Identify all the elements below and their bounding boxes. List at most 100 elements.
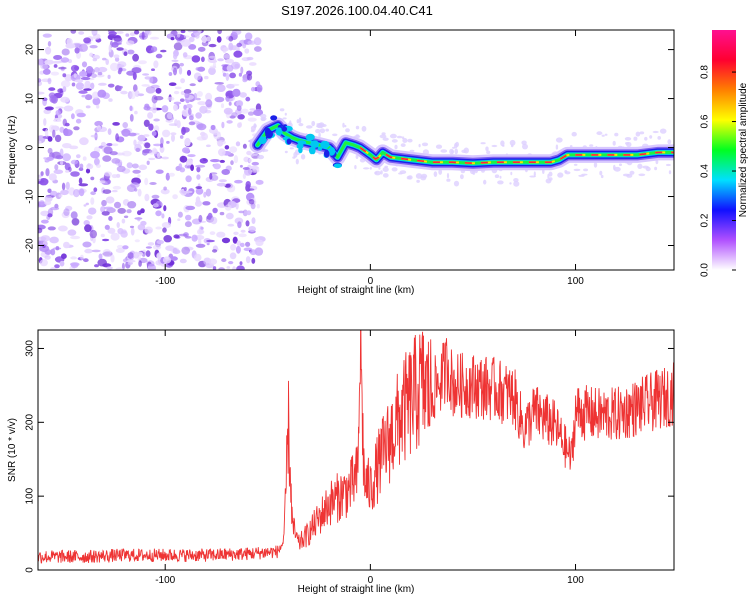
noise-blob: [160, 143, 164, 148]
noise-blob: [217, 30, 222, 35]
noise-blob: [38, 236, 47, 241]
noise-blob: [50, 267, 57, 270]
noise-blob: [153, 60, 159, 69]
noise-blob: [58, 66, 67, 70]
noise-blob: [624, 137, 632, 141]
noise-blob: [216, 182, 227, 187]
noise-blob: [126, 162, 133, 169]
noise-blob: [144, 30, 150, 35]
noise-blob: [106, 266, 113, 270]
noise-blob: [217, 141, 224, 147]
colorbar-tick-label: 0.4: [700, 164, 711, 178]
noise-blob: [74, 79, 84, 83]
noise-blob: [205, 99, 213, 108]
noise-blob: [250, 86, 256, 92]
noise-blob: [144, 177, 149, 186]
noise-blob: [289, 120, 292, 126]
noise-blob: [225, 72, 230, 81]
noise-blob: [256, 84, 263, 93]
noise-blob: [355, 134, 359, 137]
noise-blob: [143, 134, 150, 137]
noise-blob: [233, 155, 239, 164]
noise-blob: [151, 95, 158, 104]
noise-blob: [454, 148, 459, 155]
noise-blob: [639, 131, 645, 135]
noise-blob: [256, 237, 260, 243]
noise-blob: [59, 126, 65, 133]
noise-blob: [61, 48, 70, 56]
noise-blob: [216, 36, 222, 43]
noise-blob: [121, 229, 127, 234]
noise-blob: [78, 90, 88, 94]
noise-blob: [156, 240, 164, 245]
noise-blob: [90, 176, 95, 181]
noise-blob: [39, 244, 50, 253]
noise-blob: [638, 173, 646, 177]
noise-blob: [59, 260, 65, 267]
noise-blob: [137, 224, 146, 231]
noise-blob: [107, 227, 116, 234]
noise-blob: [173, 101, 182, 105]
noise-blob: [90, 151, 100, 159]
noise-blob: [80, 254, 84, 260]
noise-blob: [109, 151, 118, 156]
noise-blob: [596, 131, 603, 136]
noise-blob: [155, 53, 163, 59]
noise-blob: [189, 83, 196, 87]
noise-blob: [178, 233, 188, 237]
noise-blob: [90, 134, 99, 138]
y-tick-label: 0: [25, 567, 36, 573]
y-tick-label: -20: [25, 238, 36, 253]
noise-blob: [222, 47, 229, 52]
noise-blob: [644, 136, 648, 141]
noise-blob: [125, 33, 130, 37]
noise-blob: [78, 188, 85, 197]
noise-blob: [70, 171, 80, 177]
noise-blob: [298, 117, 302, 124]
noise-blob: [193, 72, 202, 81]
x-tick-label: 0: [368, 575, 374, 586]
noise-blob: [160, 137, 164, 146]
noise-blob: [116, 244, 124, 249]
noise-blob: [65, 170, 70, 173]
noise-blob: [446, 178, 451, 182]
noise-blob: [188, 44, 197, 50]
noise-blob: [238, 210, 245, 214]
noise-blob: [242, 209, 248, 217]
noise-blob: [63, 129, 73, 137]
noise-blob: [242, 173, 246, 180]
noise-blob: [188, 107, 192, 116]
noise-blob: [564, 171, 571, 175]
noise-blob: [38, 178, 49, 186]
noise-blob: [86, 163, 94, 170]
noise-blob: [355, 125, 360, 130]
noise-blob: [40, 210, 50, 217]
noise-blob: [225, 212, 234, 220]
noise-blob: [116, 165, 126, 173]
noise-blob: [236, 100, 244, 108]
noise-blob: [209, 231, 216, 236]
colorbar-bar: [712, 30, 736, 270]
noise-blob: [216, 84, 226, 92]
noise-blob: [97, 71, 103, 76]
noise-blob: [103, 206, 114, 210]
noise-blob: [249, 152, 255, 157]
noise-blob: [224, 204, 232, 211]
noise-blob: [162, 129, 171, 138]
noise-blob: [42, 97, 48, 102]
noise-blob: [70, 262, 80, 267]
noise-blob: [389, 133, 397, 139]
noise-blob: [170, 132, 177, 136]
noise-blob: [51, 95, 58, 104]
noise-blob: [248, 226, 256, 232]
noise-blob: [71, 82, 76, 87]
noise-blob: [38, 227, 43, 234]
noise-blob: [73, 189, 80, 198]
noise-blob: [162, 256, 172, 264]
noise-blob: [619, 163, 622, 166]
noise-blob: [188, 36, 195, 43]
noise-blob: [318, 132, 321, 138]
noise-blob: [208, 127, 218, 134]
noise-blob: [112, 122, 120, 126]
noise-blob: [173, 90, 180, 95]
